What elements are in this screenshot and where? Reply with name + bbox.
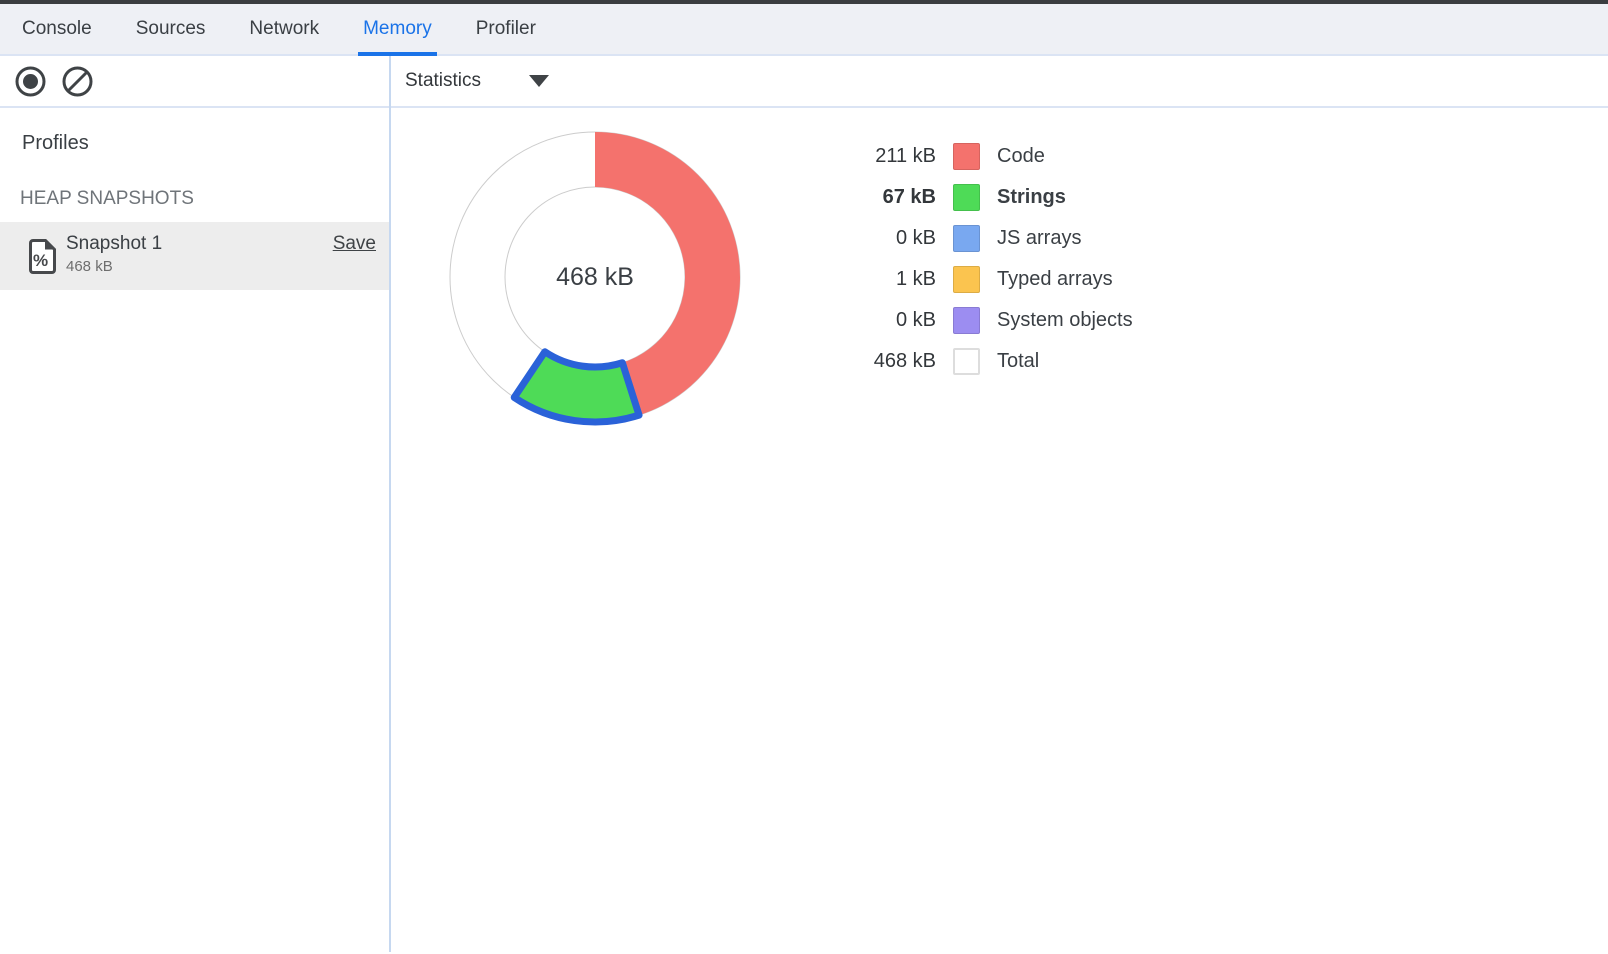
donut-segment-strings[interactable] <box>510 348 643 426</box>
chart-legend: 211 kB Code 67 kB Strings 0 kB JS arrays 1 kB T… <box>846 136 1133 382</box>
legend-value-js-arrays: 0 kB <box>895 227 936 249</box>
legend-row-strings[interactable]: 67 kB Strings <box>846 177 1133 218</box>
legend-label-code: Code <box>997 145 1045 167</box>
snapshot-size: 468 kB <box>66 258 113 275</box>
donut-segment-code[interactable] <box>595 132 741 416</box>
legend-label-strings: Strings <box>997 186 1066 208</box>
legend-row-typed-arrays[interactable]: 1 kB Typed arrays <box>846 259 1133 300</box>
perspective-select-value: Statistics <box>405 70 482 91</box>
legend-swatch-strings <box>953 184 980 211</box>
clear-profiles-button[interactable] <box>61 65 94 98</box>
heap-snapshot-file-icon: % <box>29 239 56 279</box>
statistics-panel: 468 kB 211 kB Code 67 kB Strings 0 kB JS arra… <box>391 110 1608 954</box>
sidebar-divider[interactable] <box>389 56 391 952</box>
perspective-select[interactable]: Statistics <box>405 56 550 106</box>
donut-chart-svg[interactable] <box>435 117 755 437</box>
heap-snapshots-section-title: HEAP SNAPSHOTS <box>20 188 194 209</box>
tab-sources[interactable]: Sources <box>135 18 206 39</box>
memory-toolbar: Statistics <box>0 56 1608 108</box>
tab-console[interactable]: Console <box>22 18 92 39</box>
tab-profiler[interactable]: Profiler <box>475 18 536 39</box>
legend-label-total: Total <box>997 350 1040 372</box>
svg-text:%: % <box>33 251 48 270</box>
legend-row-code[interactable]: 211 kB Code <box>846 136 1133 177</box>
profiles-title: Profiles <box>22 132 89 154</box>
legend-swatch-system-objects <box>953 307 980 334</box>
clear-icon <box>62 66 93 97</box>
profiles-sidebar: Profiles HEAP SNAPSHOTS % Snapshot 1 468… <box>0 110 389 954</box>
legend-value-typed-arrays: 1 kB <box>895 268 936 290</box>
sidebar-item-snapshot-1[interactable]: % Snapshot 1 468 kB Save <box>0 222 389 290</box>
legend-swatch-code <box>953 143 980 170</box>
heap-statistics-donut-chart: 468 kB <box>435 117 755 437</box>
snapshot-name: Snapshot 1 <box>66 233 163 254</box>
legend-value-total: 468 kB <box>873 350 936 372</box>
record-heap-snapshot-button[interactable] <box>14 65 47 98</box>
legend-value-code: 211 kB <box>875 145 936 167</box>
record-icon <box>15 66 46 97</box>
donut-ring-outline <box>504 186 686 368</box>
save-link[interactable]: Save <box>332 233 376 254</box>
chevron-down-icon <box>529 75 550 87</box>
legend-row-js-arrays[interactable]: 0 kB JS arrays <box>846 218 1133 259</box>
legend-value-system-objects: 0 kB <box>895 309 936 331</box>
tab-network[interactable]: Network <box>249 18 320 39</box>
tab-memory[interactable]: Memory <box>341 4 454 56</box>
devtools-tabbar: Console Sources Network Memory Profiler <box>0 4 1608 56</box>
legend-label-typed-arrays: Typed arrays <box>997 268 1113 290</box>
window-top-strip <box>0 0 1608 4</box>
legend-value-strings: 67 kB <box>882 186 936 208</box>
legend-label-system-objects: System objects <box>997 309 1133 331</box>
legend-row-total[interactable]: 468 kB Total <box>846 341 1133 382</box>
legend-row-system-objects[interactable]: 0 kB System objects <box>846 300 1133 341</box>
legend-swatch-typed-arrays <box>953 266 980 293</box>
legend-label-js-arrays: JS arrays <box>997 227 1082 249</box>
legend-swatch-total <box>953 348 980 375</box>
legend-swatch-js-arrays <box>953 225 980 252</box>
